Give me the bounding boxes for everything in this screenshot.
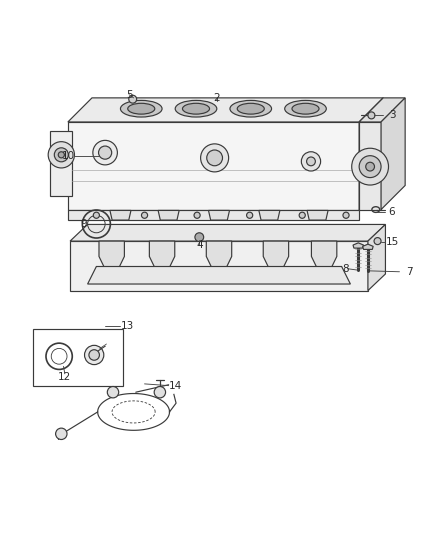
Ellipse shape <box>175 100 217 117</box>
Circle shape <box>201 144 229 172</box>
Circle shape <box>301 152 321 171</box>
Circle shape <box>247 212 253 219</box>
Polygon shape <box>50 131 72 197</box>
Polygon shape <box>208 211 230 220</box>
Polygon shape <box>68 211 359 220</box>
Polygon shape <box>359 98 383 211</box>
Ellipse shape <box>183 103 209 114</box>
Circle shape <box>154 386 166 398</box>
Circle shape <box>366 162 374 171</box>
Polygon shape <box>68 98 383 122</box>
Circle shape <box>194 212 200 219</box>
Polygon shape <box>99 241 124 270</box>
Polygon shape <box>353 243 364 248</box>
Polygon shape <box>363 244 373 249</box>
Circle shape <box>343 212 349 219</box>
Circle shape <box>352 148 389 185</box>
Text: 7: 7 <box>406 266 413 277</box>
Polygon shape <box>368 224 385 290</box>
Circle shape <box>129 95 137 103</box>
Polygon shape <box>311 241 337 270</box>
Circle shape <box>299 212 305 219</box>
Text: 15: 15 <box>385 237 399 247</box>
Text: 13: 13 <box>120 321 134 330</box>
Text: 12: 12 <box>58 372 71 382</box>
Circle shape <box>141 212 148 219</box>
Circle shape <box>58 152 64 158</box>
Polygon shape <box>70 241 368 290</box>
Text: 3: 3 <box>389 110 396 120</box>
Ellipse shape <box>237 103 264 114</box>
Circle shape <box>368 112 375 119</box>
Text: 6: 6 <box>389 207 396 217</box>
Circle shape <box>85 345 104 365</box>
Bar <box>33 329 123 386</box>
Polygon shape <box>158 211 179 220</box>
Ellipse shape <box>230 100 272 117</box>
Polygon shape <box>359 122 381 209</box>
Circle shape <box>89 350 99 360</box>
Polygon shape <box>259 211 280 220</box>
Polygon shape <box>110 211 131 220</box>
Polygon shape <box>88 266 350 284</box>
Circle shape <box>99 146 112 159</box>
Text: 4: 4 <box>196 240 203 251</box>
Circle shape <box>54 148 68 162</box>
Ellipse shape <box>128 103 155 114</box>
Text: 8: 8 <box>343 264 350 273</box>
Text: 10: 10 <box>61 151 74 161</box>
Circle shape <box>48 142 74 168</box>
Polygon shape <box>149 241 175 270</box>
Polygon shape <box>206 241 232 270</box>
Circle shape <box>359 156 381 177</box>
Ellipse shape <box>285 100 326 117</box>
Circle shape <box>195 233 204 241</box>
Circle shape <box>374 238 381 245</box>
Circle shape <box>107 386 119 398</box>
Text: 5: 5 <box>126 90 133 100</box>
Polygon shape <box>68 122 359 211</box>
Circle shape <box>93 212 99 219</box>
Polygon shape <box>307 211 328 220</box>
Ellipse shape <box>120 100 162 117</box>
Circle shape <box>56 428 67 440</box>
Polygon shape <box>263 241 289 270</box>
Circle shape <box>207 150 223 166</box>
Circle shape <box>307 157 315 166</box>
Polygon shape <box>381 98 405 209</box>
Text: 9: 9 <box>80 219 87 229</box>
Text: 2: 2 <box>213 93 220 103</box>
Polygon shape <box>359 98 405 122</box>
Text: 14: 14 <box>169 381 182 391</box>
Circle shape <box>93 140 117 165</box>
Ellipse shape <box>292 103 319 114</box>
Polygon shape <box>70 224 385 241</box>
